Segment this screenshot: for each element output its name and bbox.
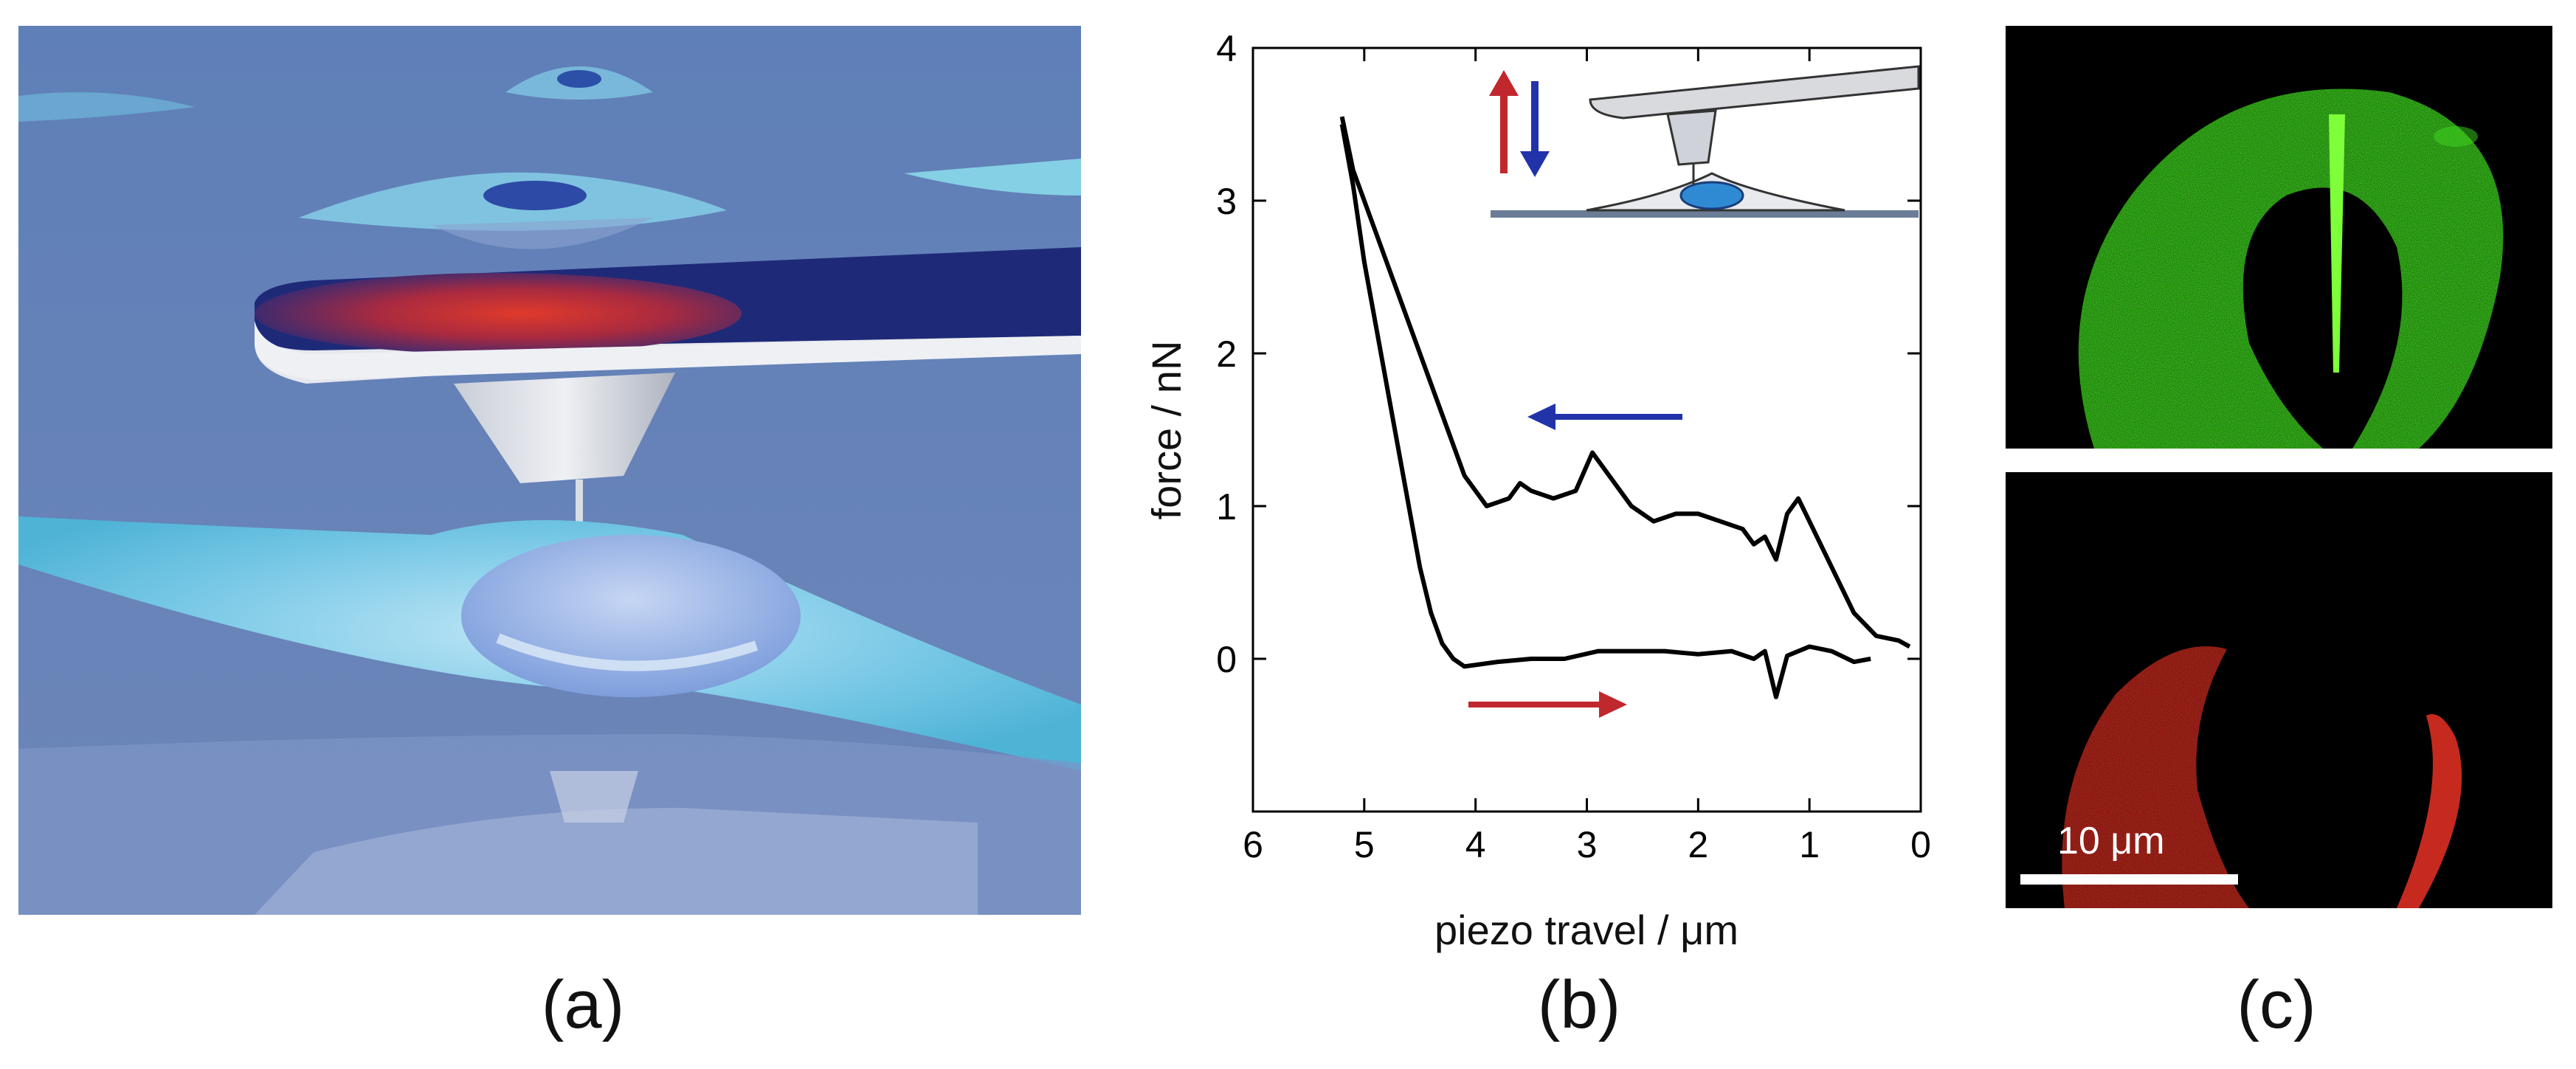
y-tick-label: 4	[1216, 28, 1237, 69]
afm-tip	[454, 373, 675, 539]
retraction-arrow	[1527, 404, 1682, 430]
red-channel-svg	[2062, 646, 2462, 908]
scale-bar	[2020, 874, 2238, 885]
approach-curve	[1339, 123, 1871, 699]
x-tick-label: 3	[1577, 824, 1598, 865]
y-tick-label: 2	[1216, 333, 1237, 375]
y-axis-label: force / nN	[1151, 341, 1189, 520]
scale-bar-label: 10 μm	[2057, 820, 2165, 862]
x-tick-label: 0	[1910, 824, 1931, 865]
inset-schematic	[1489, 65, 1920, 218]
afm-scene-svg	[18, 26, 1081, 915]
afm-illustration	[18, 26, 1081, 915]
reflection	[18, 734, 1081, 915]
green-channel-svg	[2078, 89, 2504, 449]
chart-svg: 6 5 4 3 2 1 0 0 1 2 3 4 piezo travel / μm force / n…	[1143, 28, 1931, 953]
fluorescence-image-red: 10 μm	[2006, 472, 2552, 908]
x-tick-label: 1	[1799, 824, 1820, 865]
main-cell	[18, 516, 1081, 771]
x-tick-label: 2	[1688, 824, 1708, 865]
y-tick-label: 0	[1216, 639, 1237, 680]
cantilever	[255, 247, 1081, 384]
background-cell-2	[505, 66, 653, 100]
x-tick-label: 4	[1465, 824, 1486, 865]
y-tick-label: 1	[1216, 486, 1237, 527]
x-tick-label: 6	[1243, 824, 1263, 865]
y-tick-label: 3	[1216, 181, 1237, 222]
fluorescence-image-green	[2006, 26, 2552, 449]
x-axis-label: piezo travel / μm	[1434, 907, 1738, 953]
force-curve-chart: 6 5 4 3 2 1 0 0 1 2 3 4 piezo travel / μm force / n…	[1143, 26, 1948, 963]
background-cell-1	[18, 92, 196, 122]
caption-b: (b)	[1537, 967, 1621, 1042]
approach-arrow	[1468, 691, 1627, 718]
retraction-curve	[1339, 116, 1911, 649]
background-cell-3	[299, 172, 727, 249]
caption-c: (c)	[2237, 967, 2316, 1042]
caption-a: (a)	[541, 967, 625, 1042]
x-tick-label: 5	[1354, 824, 1375, 865]
plot-frame	[1251, 46, 1922, 813]
background-cell-4	[904, 159, 1081, 196]
